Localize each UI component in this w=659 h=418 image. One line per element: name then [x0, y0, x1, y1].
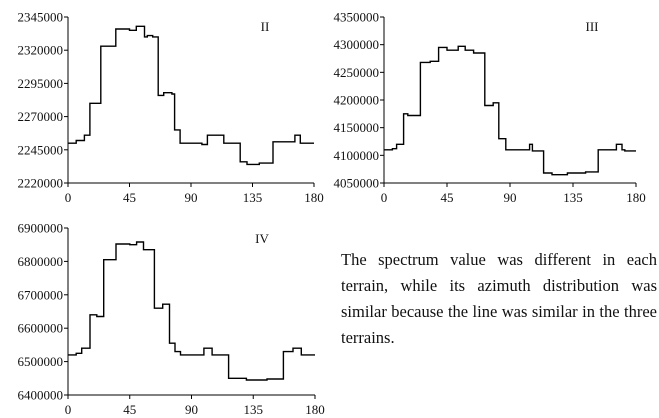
y-tick-label: 2220000 [18, 176, 64, 191]
y-tick-label: 6900000 [18, 221, 64, 236]
y-tick-label: 4250000 [334, 65, 380, 80]
x-tick-label: 45 [123, 190, 136, 205]
y-tick-label: 2345000 [18, 10, 64, 25]
y-tick-label: 2245000 [18, 142, 64, 157]
y-tick-label: 4100000 [334, 148, 380, 163]
series-line [68, 25, 314, 166]
series-line [68, 241, 315, 381]
panel-iv: 6900000 6800000 6700000 6600000 6500000 64000… [18, 221, 325, 418]
y-tick-label: 4150000 [334, 120, 380, 135]
y-tick-label: 4200000 [334, 93, 380, 108]
x-tick-label: 0 [65, 190, 72, 205]
x-tick-label: 135 [244, 402, 264, 417]
x-tick-label: 180 [626, 190, 646, 205]
panel-label: III [586, 19, 599, 34]
y-tick-label: 2320000 [18, 43, 64, 58]
x-tick-label: 90 [504, 190, 517, 205]
panel-label: IV [255, 231, 269, 246]
y-tick-label: 4350000 [334, 10, 380, 25]
y-tick-label: 6700000 [18, 287, 64, 302]
x-tick-label: 90 [185, 402, 198, 417]
y-tick-label: 6800000 [18, 254, 64, 269]
x-tick-label: 180 [304, 190, 324, 205]
x-tick-label: 0 [65, 402, 72, 417]
panel-ii: 2345000 2320000 2295000 2270000 2245000 22200… [18, 10, 324, 206]
panel-iii: 4350000 4300000 4250000 4200000 4150000 41000… [334, 10, 646, 206]
y-tick-label: 4300000 [334, 37, 380, 52]
x-tick-label: 135 [563, 190, 583, 205]
x-tick-label: 0 [381, 190, 388, 205]
x-tick-label: 180 [305, 402, 325, 417]
y-tick-label: 6500000 [18, 354, 64, 369]
x-tick-label: 135 [243, 190, 263, 205]
y-tick-label: 6600000 [18, 321, 64, 336]
y-tick-label: 6400000 [18, 388, 64, 403]
x-tick-label: 45 [441, 190, 454, 205]
y-tick-label: 2270000 [18, 109, 64, 124]
x-tick-label: 90 [185, 190, 198, 205]
panel-label: II [261, 19, 270, 34]
caption-text: The spectrum value was different in each… [341, 250, 657, 347]
x-tick-label: 45 [123, 402, 136, 417]
y-tick-label: 4050000 [334, 176, 380, 191]
series-line [384, 45, 636, 176]
y-tick-label: 2295000 [18, 76, 64, 91]
